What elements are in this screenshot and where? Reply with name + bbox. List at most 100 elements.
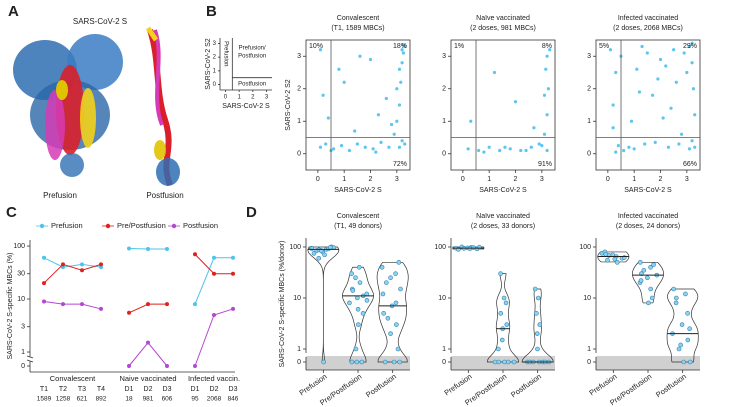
point [80,262,84,267]
point [679,322,685,327]
point [632,147,636,151]
point [638,278,644,283]
point [403,142,407,146]
point [355,295,360,301]
point [664,64,668,68]
point [61,302,65,307]
y-tick-label: 1 [21,349,25,356]
point [393,271,398,276]
point [498,311,504,316]
x-tick-label: 1 [237,95,241,101]
point [383,280,389,285]
point [477,148,481,153]
violin [307,246,340,363]
point [674,80,678,84]
point [322,252,327,258]
point [611,103,615,107]
legend-marker [171,223,177,229]
point [80,302,84,307]
x-tick-label: T2 [59,386,67,393]
x-tick-label: T4 [97,386,105,393]
y-axis-label: SARS-CoV-2 S-specific MBCs (%/donor) [279,241,286,368]
panel-label: B [206,3,217,20]
point [395,346,401,352]
x-tick-label: Prefusion [297,372,328,398]
y-tick-label: 1 [442,118,446,125]
chart-title: (2 doses, 2068 MBCs) [613,25,683,32]
point [354,359,360,365]
point [611,126,615,130]
point [534,311,539,316]
point [356,264,362,270]
count-label: 981 [143,396,154,403]
group-label: Naive vaccinated [119,374,176,383]
point [395,119,399,123]
point [350,288,356,293]
point [146,302,150,307]
point [337,67,341,71]
quadrant-value: 91% [538,161,552,168]
y-tick-label: 3 [442,53,446,60]
point [393,300,399,306]
point [326,116,330,120]
violin [597,251,630,263]
y-axis-label: SARS-CoV-2 S2 [205,38,212,89]
point [397,359,402,365]
x-tick-label: D2 [144,386,153,393]
point [685,311,690,316]
point [311,251,317,256]
point [677,142,681,146]
x-tick-label: 1 [342,176,346,183]
x-tick-label: 2 [659,176,663,183]
point [498,148,502,153]
point [676,346,682,352]
point [400,48,404,52]
point [193,302,197,307]
count-label: 95 [191,396,199,403]
quadrant-value: 29% [683,43,697,50]
y-axis-label: SARS-CoV-2 S-specific MBCs (%) [7,253,14,360]
point [537,322,543,327]
chart-title: (T1, 1589 MBCs) [331,25,384,32]
x-tick-label: 0 [224,95,228,101]
point [537,142,541,146]
x-tick-label: 3 [395,176,399,183]
zero-band [596,356,700,370]
point [513,100,518,104]
point [42,281,46,286]
y-tick-label: 0 [587,359,591,366]
point [687,326,692,332]
legend-marker [39,223,45,229]
line [43,257,102,268]
x-tick-label: T1 [40,386,48,393]
x-tick-label: 3 [540,176,544,183]
point [545,113,549,117]
axis-break [26,359,34,363]
point [544,67,548,71]
point [397,145,402,149]
x-tick-label: T3 [78,386,86,393]
point [99,306,103,311]
point [353,346,359,352]
point [357,280,363,285]
point [231,306,235,311]
point [546,87,551,91]
point [499,337,505,343]
legend-label: Pre/Postfusion [117,221,166,230]
x-tick-label: Postfusion [364,372,398,399]
legend-label: Prefusion [51,221,83,230]
count-label: 892 [96,396,107,403]
point [379,140,383,144]
point [682,51,686,55]
y-tick-label: 10 [583,295,591,302]
point [388,275,393,280]
y-tick-label: 3 [587,53,591,60]
quadrant-label: Postfusion [238,81,266,87]
point [687,44,692,49]
count-label: 621 [77,396,88,403]
x-tick-label: D2 [210,386,219,393]
x-tick-label: 0 [606,176,610,183]
y-tick-label: 1 [442,346,446,353]
point [360,311,366,316]
